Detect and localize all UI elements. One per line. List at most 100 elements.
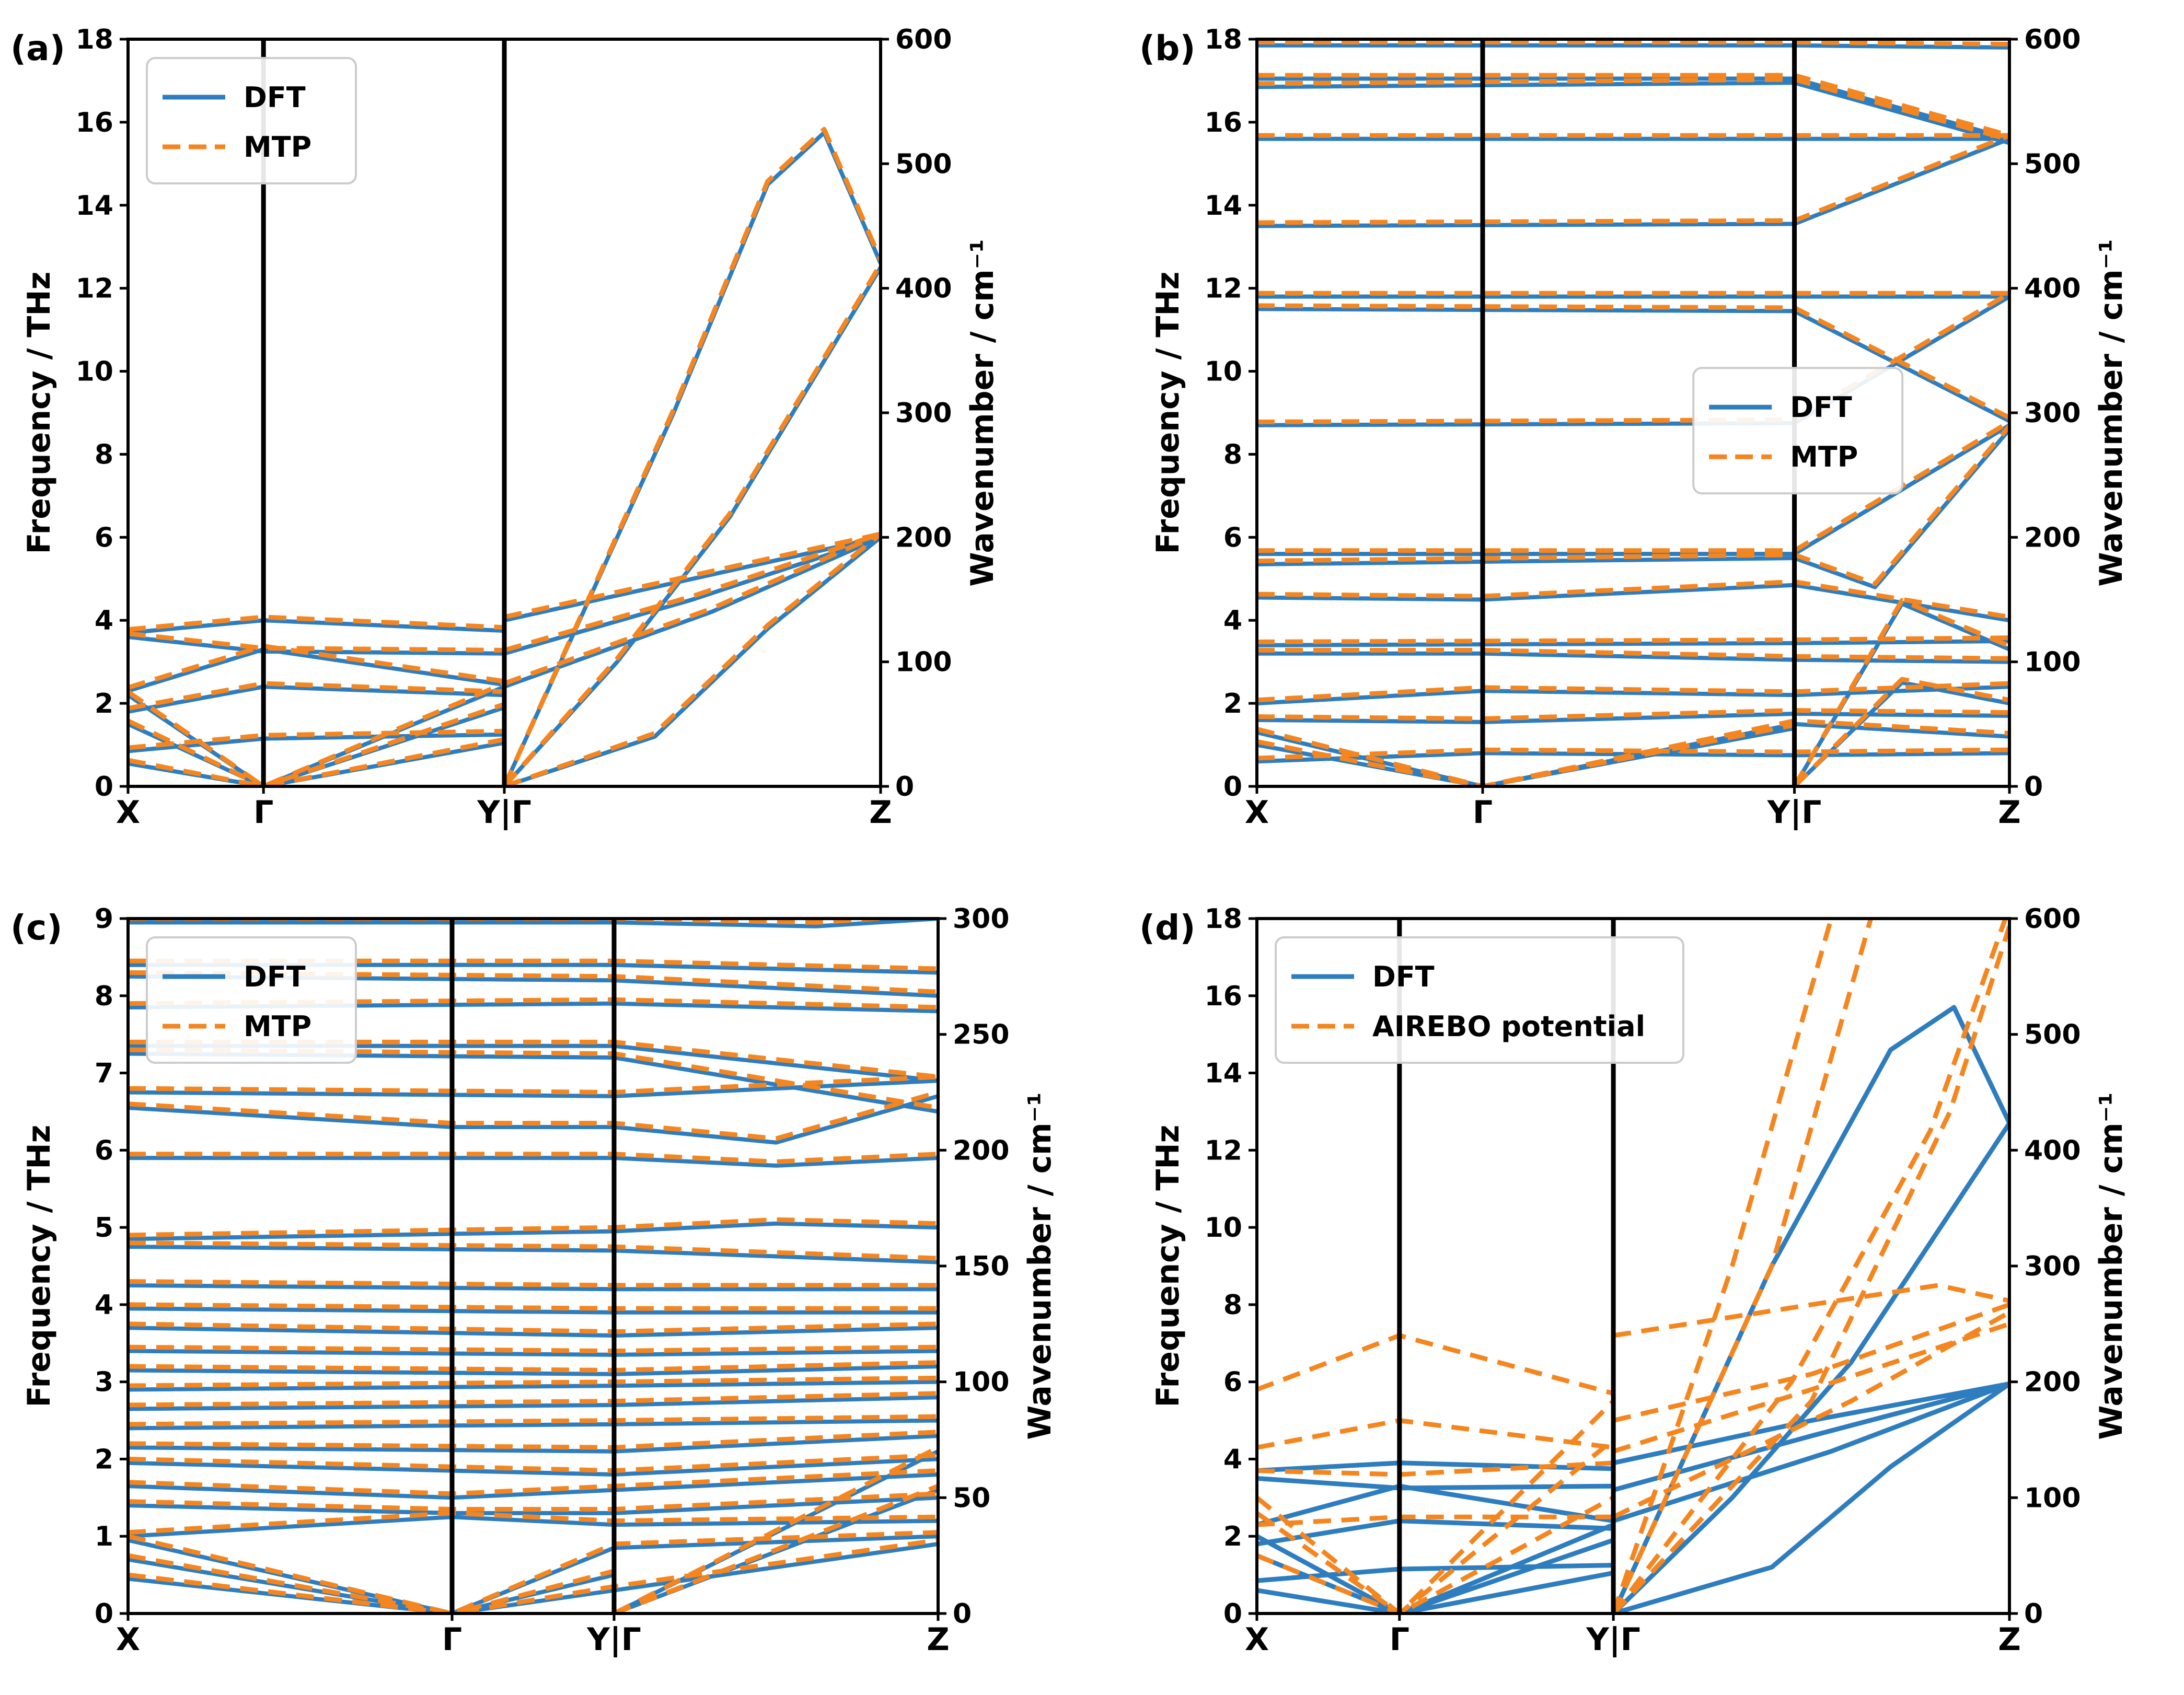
y2-tick-label-3: 150 [953, 1251, 1010, 1282]
model-band-9 [1257, 424, 2009, 586]
y2-tick-label-2: 200 [895, 522, 952, 553]
y2-tick-label-1: 100 [2024, 647, 2081, 678]
panel-a: 0 2 4 6 8 10 12 14 16 18 0 100 200 300 400 500 600 X Γ Y|Γ Z… [10, 24, 1001, 831]
y2-tick-label-4: 400 [895, 273, 952, 305]
dft-band-12 [503, 535, 881, 689]
y2-tick-label-6: 600 [2024, 903, 2081, 935]
panel-d: 0 2 4 6 8 10 12 14 16 18 0 100 200 300 400 500 600 X Γ Y|Γ Z… [1139, 903, 2130, 1658]
y2-tick-label-3: 300 [895, 398, 952, 429]
y-tick-label-3: 3 [95, 1367, 113, 1398]
model-band-7 [128, 702, 505, 786]
y2-tick-label-6: 600 [2024, 24, 2081, 55]
dft-band-20 [128, 1457, 938, 1477]
model-band-13 [503, 532, 881, 786]
kpoint-label-3: Z [1998, 1621, 2021, 1658]
y2-tick-label-6: 300 [953, 903, 1010, 935]
model-band-19 [1793, 677, 2009, 786]
kpoint-label-0: X [1245, 1621, 1269, 1658]
legend-box [146, 936, 357, 1064]
model-band-9 [1611, 919, 2008, 1613]
y-axis-title: Frequency / THz [1150, 1125, 1186, 1408]
kpoint-label-1: Γ [1390, 1621, 1409, 1658]
y2-axis-title: Wavenumber / cm⁻¹ [1022, 1092, 1058, 1439]
model-band-27 [613, 1445, 938, 1613]
y-tick-label-6: 12 [1205, 273, 1242, 305]
model-band-6 [128, 681, 505, 786]
model-band-8 [502, 126, 881, 786]
dft-band-23 [128, 1515, 938, 1539]
model-band-12 [1257, 647, 2009, 661]
dft-band-12 [1612, 1381, 2009, 1523]
y2-tick-label-5: 500 [2024, 148, 2081, 180]
model-band-4 [1257, 1399, 1615, 1613]
y-tick-label-4: 4 [95, 1290, 113, 1321]
legend-box [146, 57, 357, 184]
model-band-22 [128, 1491, 938, 1512]
y-tick-label-6: 12 [76, 273, 113, 305]
y-axis-title: Frequency / THz [1150, 272, 1186, 554]
dft-band-13 [1612, 1381, 2009, 1613]
kpoint-label-3: Z [869, 794, 892, 831]
model-band-9 [128, 1217, 938, 1238]
kpoint-label-1: Γ [1473, 794, 1493, 831]
y2-tick-label-4: 200 [953, 1135, 1010, 1166]
y2-tick-label-5: 250 [953, 1019, 1010, 1051]
kpoint-label-0: X [116, 1621, 140, 1658]
y2-axis-title: Wavenumber / cm⁻¹ [2093, 239, 2130, 586]
model-band-25 [128, 1538, 938, 1613]
dft-band-10 [504, 535, 881, 623]
legend-label-model: MTP [244, 1010, 311, 1043]
y-tick-label-8: 16 [1205, 107, 1242, 138]
model-band-0 [128, 614, 505, 632]
legend: DFT MTP [146, 936, 357, 1064]
y-tick-label-7: 14 [1205, 190, 1242, 222]
dft-band-12 [1257, 651, 2009, 664]
model-band-21 [128, 1468, 938, 1496]
panel-label: (a) [10, 28, 65, 68]
y2-tick-label-0: 0 [953, 1598, 972, 1630]
kpoint-label-0: X [1245, 794, 1269, 831]
model-band-10 [1257, 579, 2009, 620]
dft-band-24 [128, 1534, 938, 1613]
model-band-28 [613, 1484, 938, 1613]
y-tick-label-4: 8 [1223, 439, 1242, 470]
legend-label-model: MTP [1790, 440, 1858, 473]
y-tick-label-3: 6 [95, 522, 113, 553]
model-band-3 [128, 681, 505, 711]
model-band-20 [128, 1453, 938, 1473]
y-tick-label-5: 10 [1205, 1212, 1242, 1244]
model-band-15 [1257, 718, 2009, 786]
y2-tick-label-4: 400 [2024, 1135, 2081, 1166]
model-band-14 [1612, 1310, 2009, 1519]
y-tick-label-0: 0 [1223, 771, 1242, 803]
y-tick-label-4: 8 [1223, 1290, 1242, 1321]
y-tick-label-2: 4 [95, 605, 113, 636]
y-tick-label-8: 8 [95, 981, 113, 1012]
y2-tick-label-1: 50 [953, 1482, 990, 1514]
dft-band-21 [128, 1472, 938, 1500]
y-tick-label-1: 2 [95, 688, 113, 719]
y-tick-label-2: 4 [1223, 605, 1242, 636]
y2-tick-label-0: 0 [2024, 771, 2043, 803]
panel-b: 0 2 4 6 8 10 12 14 16 18 0 100 200 300 400 500 600 X Γ Y|Γ Z… [1139, 24, 2130, 831]
y-tick-label-0: 0 [1223, 1598, 1242, 1630]
model-band-9 [502, 263, 881, 786]
y-axis-title: Frequency / THz [21, 272, 57, 554]
model-band-11 [503, 531, 881, 653]
model-band-12 [1613, 1302, 2009, 1423]
dft-band-0 [1257, 43, 2009, 50]
y2-tick-label-6: 600 [895, 24, 952, 55]
y-tick-label-7: 7 [95, 1058, 113, 1089]
y2-tick-label-1: 100 [895, 647, 952, 678]
plot-area [1257, 919, 2009, 1613]
y-tick-label-9: 18 [76, 24, 113, 55]
kpoint-label-0: X [116, 794, 140, 831]
model-band-14 [1257, 708, 2009, 721]
model-band-10 [504, 531, 881, 620]
kpoint-label-3: Z [1998, 794, 2021, 831]
y2-axis-title: Wavenumber / cm⁻¹ [2093, 1092, 2130, 1439]
y2-tick-label-5: 500 [2024, 1019, 2081, 1051]
legend-box [1692, 367, 1904, 495]
kpoint-label-2: Y|Γ [586, 1621, 641, 1658]
